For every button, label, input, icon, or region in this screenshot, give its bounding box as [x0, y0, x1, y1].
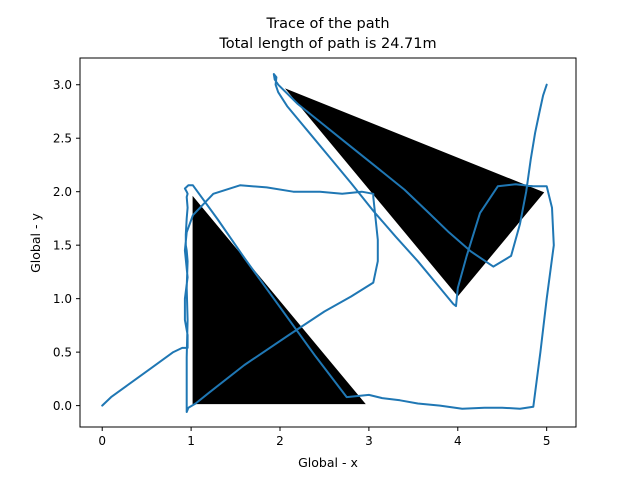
- y-tick-label: 0.5: [53, 346, 72, 360]
- x-tick-label: 3: [365, 434, 373, 448]
- y-axis-label: Global - y: [28, 213, 43, 273]
- y-tick-label: 2.5: [53, 132, 72, 146]
- path-trace-line: [101, 73, 555, 413]
- y-tick-label: 2.0: [53, 185, 72, 199]
- x-axis: 0 1 2 3 4 5: [98, 427, 550, 448]
- y-tick-label: 3.0: [53, 78, 72, 92]
- chart-subtitle: Total length of path is 24.71m: [218, 36, 436, 52]
- x-tick-label: 4: [454, 434, 462, 448]
- y-tick-label: 1.0: [53, 292, 72, 306]
- y-tick-label: 1.5: [53, 239, 72, 253]
- obstacle-triangle-2: [278, 83, 549, 301]
- y-tick-label: 0.0: [53, 399, 72, 413]
- x-tick-label: 5: [543, 434, 551, 448]
- series-layer: [101, 73, 555, 413]
- chart-title: Trace of the path: [265, 16, 389, 32]
- plot-area: 0 1 2 3 4 5 0.0 0.5 1.0 1.5 2.0 2.5 3.0: [53, 57, 577, 448]
- x-tick-label: 2: [276, 434, 284, 448]
- x-axis-label: Global - x: [298, 455, 358, 470]
- x-tick-label: 1: [187, 434, 195, 448]
- x-tick-label: 0: [98, 434, 106, 448]
- obstacle-triangle-1: [189, 190, 371, 408]
- y-axis: 0.0 0.5 1.0 1.5 2.0 2.5 3.0: [53, 78, 80, 413]
- axes-frame: [79, 57, 577, 428]
- obstacles: [189, 83, 549, 408]
